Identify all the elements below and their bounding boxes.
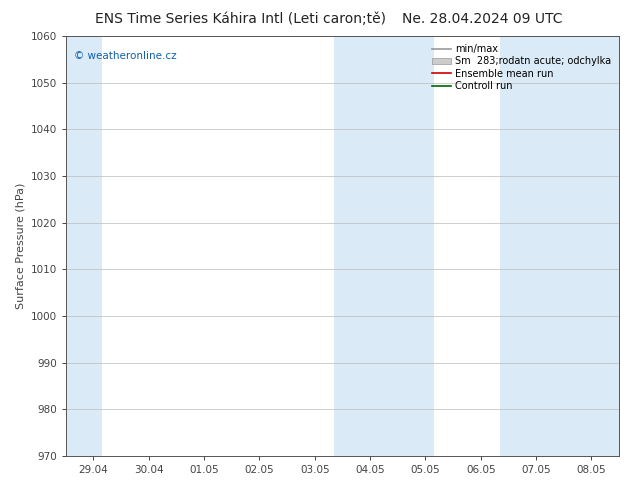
Bar bbox=[334, 36, 434, 456]
Bar bbox=[500, 36, 619, 456]
Text: © weatheronline.cz: © weatheronline.cz bbox=[74, 51, 177, 61]
Legend: min/max, Sm  283;rodatn acute; odchylka, Ensemble mean run, Controll run: min/max, Sm 283;rodatn acute; odchylka, … bbox=[429, 41, 614, 94]
Bar bbox=[66, 36, 102, 456]
Y-axis label: Surface Pressure (hPa): Surface Pressure (hPa) bbox=[15, 183, 25, 309]
Text: ENS Time Series Káhira Intl (Leti caron;tě): ENS Time Series Káhira Intl (Leti caron;… bbox=[96, 12, 386, 26]
Text: Ne. 28.04.2024 09 UTC: Ne. 28.04.2024 09 UTC bbox=[401, 12, 562, 26]
